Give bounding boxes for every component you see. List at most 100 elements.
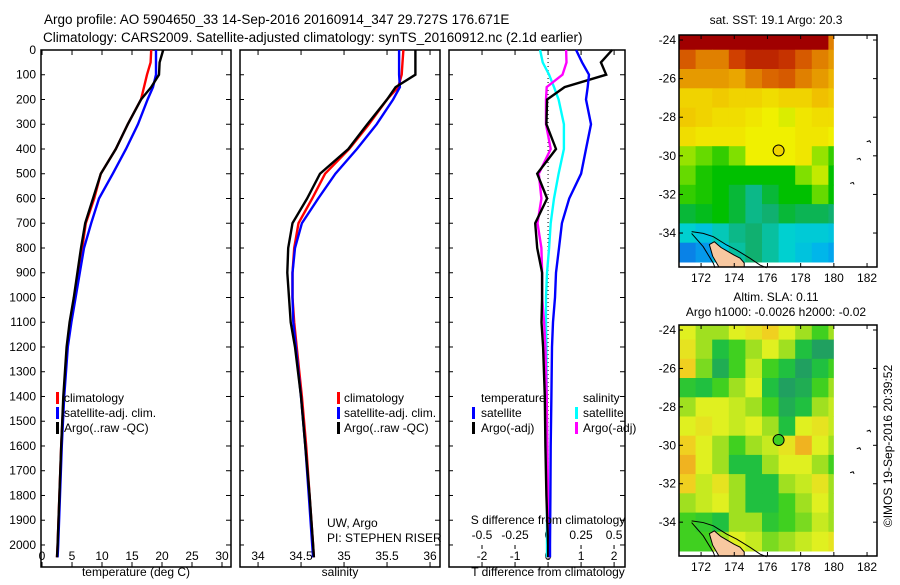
heatmap-cell [745, 165, 763, 186]
heatmap-cell [795, 358, 813, 379]
heatmap-cell [728, 512, 746, 533]
heatmap-cell [795, 184, 813, 205]
heatmap-cell [695, 358, 713, 379]
heatmap-cell [695, 339, 713, 360]
heatmap-cell [828, 242, 834, 263]
x-tick-label: 35 [337, 549, 351, 563]
lat-tick-label: -26 [659, 361, 677, 375]
x-tick-label: 10 [95, 549, 109, 563]
heatmap-cell [712, 512, 730, 533]
plot-frame [448, 49, 626, 568]
heatmap-cell [712, 165, 730, 186]
heatmap-cell [828, 146, 834, 166]
lat-tick-label: -32 [659, 477, 677, 491]
series-line-argo-raw-qc [55, 49, 165, 558]
legend-label: Argo(-adj) [481, 421, 534, 435]
sla-map-title: Altim. SLA: 0.11 [733, 290, 818, 304]
heatmap-cell [811, 358, 829, 379]
heatmap-cell [728, 416, 746, 437]
heatmap-cell [695, 49, 713, 70]
x-tick-label: 35.5 [375, 549, 399, 563]
legend-label: satellite-adj. clim. [64, 406, 156, 420]
heatmap-cell [811, 378, 829, 398]
legend-label: satellite [481, 406, 522, 420]
heatmap-cell [795, 474, 813, 494]
heatmap-cell [712, 69, 730, 89]
heatmap-cell [745, 493, 763, 513]
heatmap-cell [828, 107, 834, 128]
heatmap-cell [778, 339, 796, 360]
s-tick-label: 0.25 [569, 528, 593, 542]
heatmap-cell [679, 416, 697, 437]
lon-tick-label: 180 [824, 560, 844, 574]
heatmap-cell [828, 126, 834, 147]
heatmap-cell [679, 107, 697, 128]
heatmap-cell [828, 474, 834, 494]
heatmap-cell [762, 126, 780, 147]
heatmap-cell [745, 35, 763, 51]
heatmap-cell [679, 325, 697, 341]
heatmap-cell [712, 146, 730, 166]
heatmap-cell [728, 126, 746, 147]
heatmap-cell [795, 69, 813, 89]
heatmap-cell [745, 378, 763, 398]
lon-tick-label: 182 [857, 271, 877, 285]
lon-tick-label: 174 [724, 560, 744, 574]
heatmap-cell [728, 378, 746, 398]
salinity-legend: climatology satellite-adj. clim. Argo(..… [337, 391, 436, 435]
heatmap-cell [712, 493, 730, 513]
heatmap-cell [828, 493, 834, 513]
legend-header-salinity: salinity [583, 391, 620, 405]
depth-tick-label: 800 [16, 241, 36, 255]
heatmap-cell [695, 146, 713, 166]
heatmap-cell [679, 531, 697, 552]
legend-swatch-t-satellite [472, 407, 475, 419]
heatmap-cell [811, 474, 829, 494]
heatmap-cell [745, 454, 763, 475]
heatmap-cell [712, 397, 730, 417]
heatmap-cell [762, 416, 780, 437]
heatmap-cell [795, 107, 813, 128]
heatmap-cell [828, 435, 834, 456]
heatmap-cells [679, 325, 834, 552]
heatmap-cell [745, 126, 763, 147]
depth-tick-label: 1700 [9, 464, 36, 478]
heatmap-cell [811, 397, 829, 417]
legend-swatch-argo [56, 422, 59, 434]
depth-tick-label: 0 [29, 43, 36, 57]
x-tick-label: 34 [251, 549, 265, 563]
lat-tick-label: -30 [659, 149, 677, 163]
heatmap-cell [712, 35, 730, 51]
depth-tick-label: 500 [16, 167, 36, 181]
heatmap-cell [795, 512, 813, 533]
legend-label: climatology [64, 391, 124, 405]
heatmap-cell [795, 126, 813, 147]
heatmap-cell [679, 146, 697, 166]
heatmap-cell [695, 35, 713, 51]
heatmap-cell [728, 107, 746, 128]
legend-swatch-argo [337, 422, 340, 434]
depth-axis-labels: 0 100 200 300 400 500 600 700 800 900 1000 1100 1200… [9, 43, 36, 552]
heatmap-cell [778, 474, 796, 494]
heatmap-cell [778, 416, 796, 437]
heatmap-cell [679, 435, 697, 456]
depth-tick-label: 1900 [9, 513, 36, 527]
lat-tick-label: -34 [659, 226, 677, 240]
heatmap-cell [811, 184, 829, 205]
heatmap-cell [745, 435, 763, 456]
legend-swatch-t-argo [472, 422, 475, 434]
lat-tick-label: -34 [659, 515, 677, 529]
depth-tick-label: 2000 [9, 538, 36, 552]
heatmap-cell [728, 35, 746, 51]
heatmap-cell [762, 512, 780, 533]
depth-tick-label: 1100 [10, 315, 36, 329]
heatmap-cell [712, 454, 730, 475]
depth-tick-label: 1800 [9, 488, 36, 502]
heatmap-cell [828, 416, 834, 437]
heatmap-cell [679, 512, 697, 533]
heatmap-cell [712, 88, 730, 109]
legend-label: Argo(-adj) [583, 421, 636, 435]
heatmap-cell [828, 49, 834, 70]
heatmap-cell [695, 107, 713, 128]
depth-tick-label: 1600 [9, 439, 36, 453]
